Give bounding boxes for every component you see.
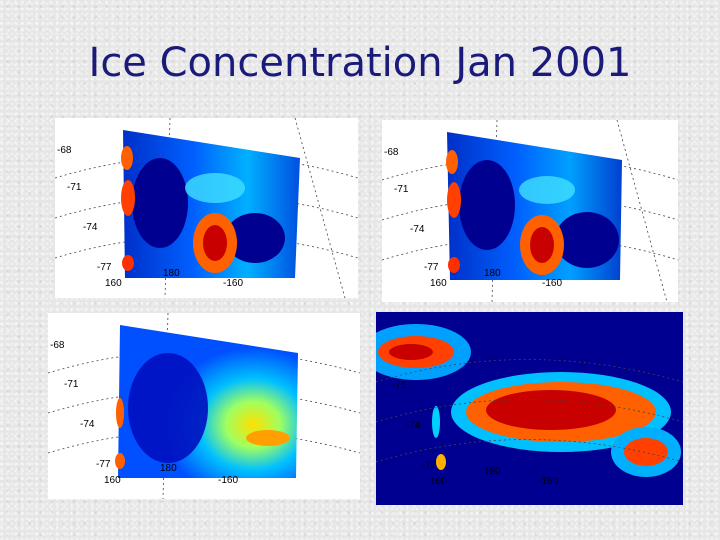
lon-label: 180 bbox=[484, 268, 501, 279]
ice-concentration-field bbox=[376, 324, 681, 477]
lon-label: 180 bbox=[484, 466, 501, 477]
lat-label: -68 bbox=[384, 147, 399, 158]
ice-map-panel-top-right: -68 -71 -74 -77 160 180 -160 bbox=[382, 120, 678, 302]
lat-label: -71 bbox=[67, 182, 82, 193]
slide-title: Ice Concentration Jan 2001 bbox=[88, 40, 632, 86]
lon-label: 160 bbox=[430, 476, 447, 487]
lat-label: -74 bbox=[410, 224, 425, 235]
lon-label: -160 bbox=[223, 278, 243, 289]
lon-label: 160 bbox=[105, 278, 122, 289]
lon-label: 180 bbox=[163, 268, 180, 279]
ice-concentration-field bbox=[446, 132, 622, 280]
ice-concentration-field bbox=[121, 130, 300, 278]
lat-label: -77 bbox=[96, 459, 111, 470]
lon-label: 160 bbox=[104, 475, 121, 486]
lat-label: -71 bbox=[392, 380, 407, 391]
ice-concentration-field bbox=[115, 325, 298, 478]
lon-label: 160 bbox=[430, 278, 447, 289]
lon-label: -160 bbox=[542, 278, 562, 289]
ice-map-panel-bottom-left: -68 -71 -74 -77 160 180 -160 bbox=[48, 313, 360, 499]
lat-label: -74 bbox=[406, 420, 421, 431]
lat-label: -68 bbox=[50, 340, 65, 351]
lat-label: -74 bbox=[80, 419, 95, 430]
ice-map-panel-top-left: -68 -71 -74 -77 160 180 -160 bbox=[55, 118, 358, 298]
lat-label: -68 bbox=[57, 145, 72, 156]
lat-label: -77 bbox=[97, 262, 112, 273]
lat-label: -77 bbox=[424, 262, 439, 273]
ice-map-panel-bottom-right: -71 -74 -77 160 180 -160 bbox=[376, 312, 683, 505]
lon-label: -160 bbox=[538, 476, 558, 487]
lat-label: -74 bbox=[83, 222, 98, 233]
lat-label: -71 bbox=[64, 379, 79, 390]
lat-label: -71 bbox=[394, 184, 409, 195]
lon-label: -160 bbox=[218, 475, 238, 486]
lon-label: 180 bbox=[160, 463, 177, 474]
lat-label: -77 bbox=[422, 460, 437, 471]
